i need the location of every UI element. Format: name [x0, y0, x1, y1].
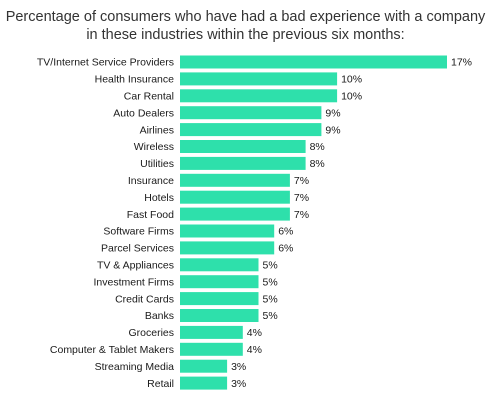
bar — [180, 55, 447, 69]
bar — [180, 123, 322, 137]
value-label: 7% — [294, 209, 309, 221]
bar — [180, 292, 259, 306]
value-label: 5% — [263, 293, 278, 305]
value-label: 5% — [263, 310, 278, 322]
bar — [180, 309, 259, 322]
bar — [180, 325, 243, 339]
category-label: Wireless — [134, 141, 174, 153]
value-label: 8% — [310, 158, 325, 170]
value-label: 5% — [263, 276, 278, 288]
value-label: 7% — [294, 175, 309, 187]
value-label: 5% — [263, 260, 278, 272]
bar — [180, 140, 306, 153]
category-label: Car Rental — [124, 91, 174, 103]
value-label: 3% — [231, 378, 246, 390]
category-label: Computer & Tablet Makers — [50, 344, 174, 356]
category-label: Insurance — [128, 175, 174, 187]
value-label: 4% — [247, 344, 262, 356]
bar — [180, 190, 290, 204]
category-label: Parcel Services — [101, 243, 174, 255]
category-label: TV/Internet Service Providers — [37, 57, 174, 69]
category-label: TV & Appliances — [97, 260, 174, 272]
value-label: 9% — [325, 107, 340, 119]
category-label: Retail — [147, 378, 174, 390]
value-label: 9% — [325, 124, 340, 136]
category-label: Airlines — [140, 124, 174, 136]
bar — [180, 241, 275, 255]
chart-title-line-1: Percentage of consumers who have had a b… — [5, 9, 486, 25]
bar — [180, 258, 259, 272]
value-label: 10% — [341, 91, 362, 103]
bar — [180, 156, 306, 170]
value-label: 6% — [278, 243, 293, 255]
category-label: Fast Food — [127, 209, 174, 221]
bar — [180, 275, 259, 289]
bar — [180, 224, 275, 238]
bar — [180, 376, 228, 390]
value-label: 17% — [451, 57, 472, 69]
bar — [180, 359, 228, 373]
bar — [180, 207, 290, 221]
value-label: 7% — [294, 192, 309, 204]
bar — [180, 173, 290, 187]
bar — [180, 72, 338, 86]
chart-title-line-2: in these industries within the previous … — [86, 27, 405, 43]
category-label: Software Firms — [103, 226, 174, 238]
category-label: Investment Firms — [93, 276, 174, 288]
category-label: Credit Cards — [115, 293, 174, 305]
category-label: Auto Dealers — [113, 107, 174, 119]
value-label: 8% — [310, 141, 325, 153]
category-label: Hotels — [144, 192, 174, 204]
bar — [180, 342, 243, 356]
chart-title: Percentage of consumers who have had a b… — [0, 8, 491, 44]
category-label: Streaming Media — [95, 361, 175, 373]
category-label: Banks — [145, 310, 174, 322]
value-label: 10% — [341, 74, 362, 86]
bar — [180, 106, 322, 120]
category-label: Groceries — [128, 327, 174, 339]
category-label: Utilities — [140, 158, 174, 170]
value-label: 6% — [278, 226, 293, 238]
value-label: 4% — [247, 327, 262, 339]
category-label: Health Insurance — [95, 74, 175, 86]
value-label: 3% — [231, 361, 246, 373]
bar — [180, 89, 338, 103]
